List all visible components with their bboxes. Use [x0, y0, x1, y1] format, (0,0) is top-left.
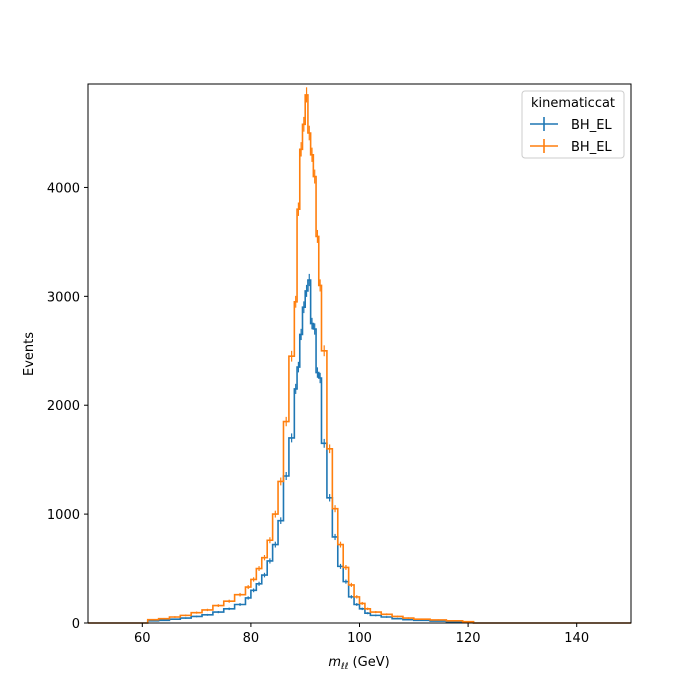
x-axis-label-unit: (GeV): [348, 655, 389, 670]
series-line-1: [88, 279, 631, 624]
series-line-2: [88, 94, 631, 624]
y-tick-label: 1000: [47, 508, 80, 523]
x-tick-label: 80: [243, 631, 260, 646]
x-tick-label: 120: [456, 631, 481, 646]
legend-title: kinematiccat: [531, 96, 615, 111]
x-axis-label-subscript: ℓℓ: [340, 662, 348, 672]
legend-box: [521, 90, 625, 159]
x-tick-label: 100: [347, 631, 372, 646]
x-tick-label: 60: [134, 631, 151, 646]
legend: kinematiccat BH_EL BH_EL: [521, 90, 625, 159]
y-tick-label: 3000: [47, 290, 80, 305]
x-axis-ticks: 60 80 100 120 140: [134, 623, 589, 646]
y-axis-label: Events: [22, 332, 37, 376]
y-axis-ticks: 0 1000 2000 3000 4000: [47, 181, 88, 632]
x-axis-label-main: m: [328, 655, 341, 670]
legend-label: BH_EL: [571, 118, 612, 133]
series-layer: [88, 87, 631, 624]
legend-entries: BH_EL BH_EL: [530, 117, 612, 155]
x-tick-label: 140: [564, 631, 589, 646]
y-tick-label: 2000: [47, 399, 80, 414]
x-axis-label: mℓℓ (GeV): [328, 655, 389, 672]
y-tick-label: 0: [72, 617, 80, 632]
y-tick-label: 4000: [47, 181, 80, 196]
legend-label: BH_EL: [571, 140, 612, 155]
